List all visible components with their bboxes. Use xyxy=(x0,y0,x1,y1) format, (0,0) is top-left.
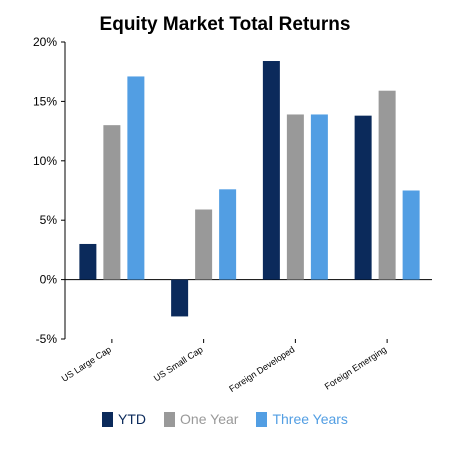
y-tick-label: 20% xyxy=(33,35,57,49)
bar-one-year xyxy=(286,114,304,280)
y-tick-label: 0% xyxy=(40,273,58,287)
bar-three-years xyxy=(402,190,420,280)
bar-ytd xyxy=(171,279,189,317)
legend-label: One Year xyxy=(180,411,239,427)
bar-three-years xyxy=(127,76,145,280)
bar-three-years xyxy=(310,114,328,280)
y-tick-label: 10% xyxy=(33,154,57,168)
legend-item-ytd: YTD xyxy=(102,411,146,427)
bar-one-year xyxy=(103,125,121,280)
bar-three-years xyxy=(219,189,237,280)
legend-label: YTD xyxy=(118,411,147,427)
y-tick-label: 5% xyxy=(40,213,58,227)
y-tick-label: -5% xyxy=(36,332,58,346)
x-category-label: US Large Cap xyxy=(60,344,113,383)
legend-swatch xyxy=(164,411,176,427)
x-category-label: US Small Cap xyxy=(152,344,205,383)
chart-legend: YTD One Year Three Years xyxy=(0,411,450,427)
legend-swatch xyxy=(256,411,268,427)
legend-label: Three Years xyxy=(272,411,348,427)
legend-item-three-years: Three Years xyxy=(256,411,348,427)
chart-bars xyxy=(79,61,420,317)
bar-one-year xyxy=(195,209,213,280)
bar-ytd xyxy=(354,115,372,280)
bar-ytd xyxy=(79,243,97,280)
chart-title: Equity Market Total Returns xyxy=(99,14,351,35)
bar-ytd xyxy=(262,61,280,280)
y-tick-label: 15% xyxy=(33,94,57,108)
bar-one-year xyxy=(378,90,396,280)
legend-swatch xyxy=(102,411,114,427)
x-category-label: Foreign Developed xyxy=(227,344,296,394)
x-category-label: Foreign Emerging xyxy=(323,344,388,391)
legend-item-one-year: One Year xyxy=(164,411,238,427)
